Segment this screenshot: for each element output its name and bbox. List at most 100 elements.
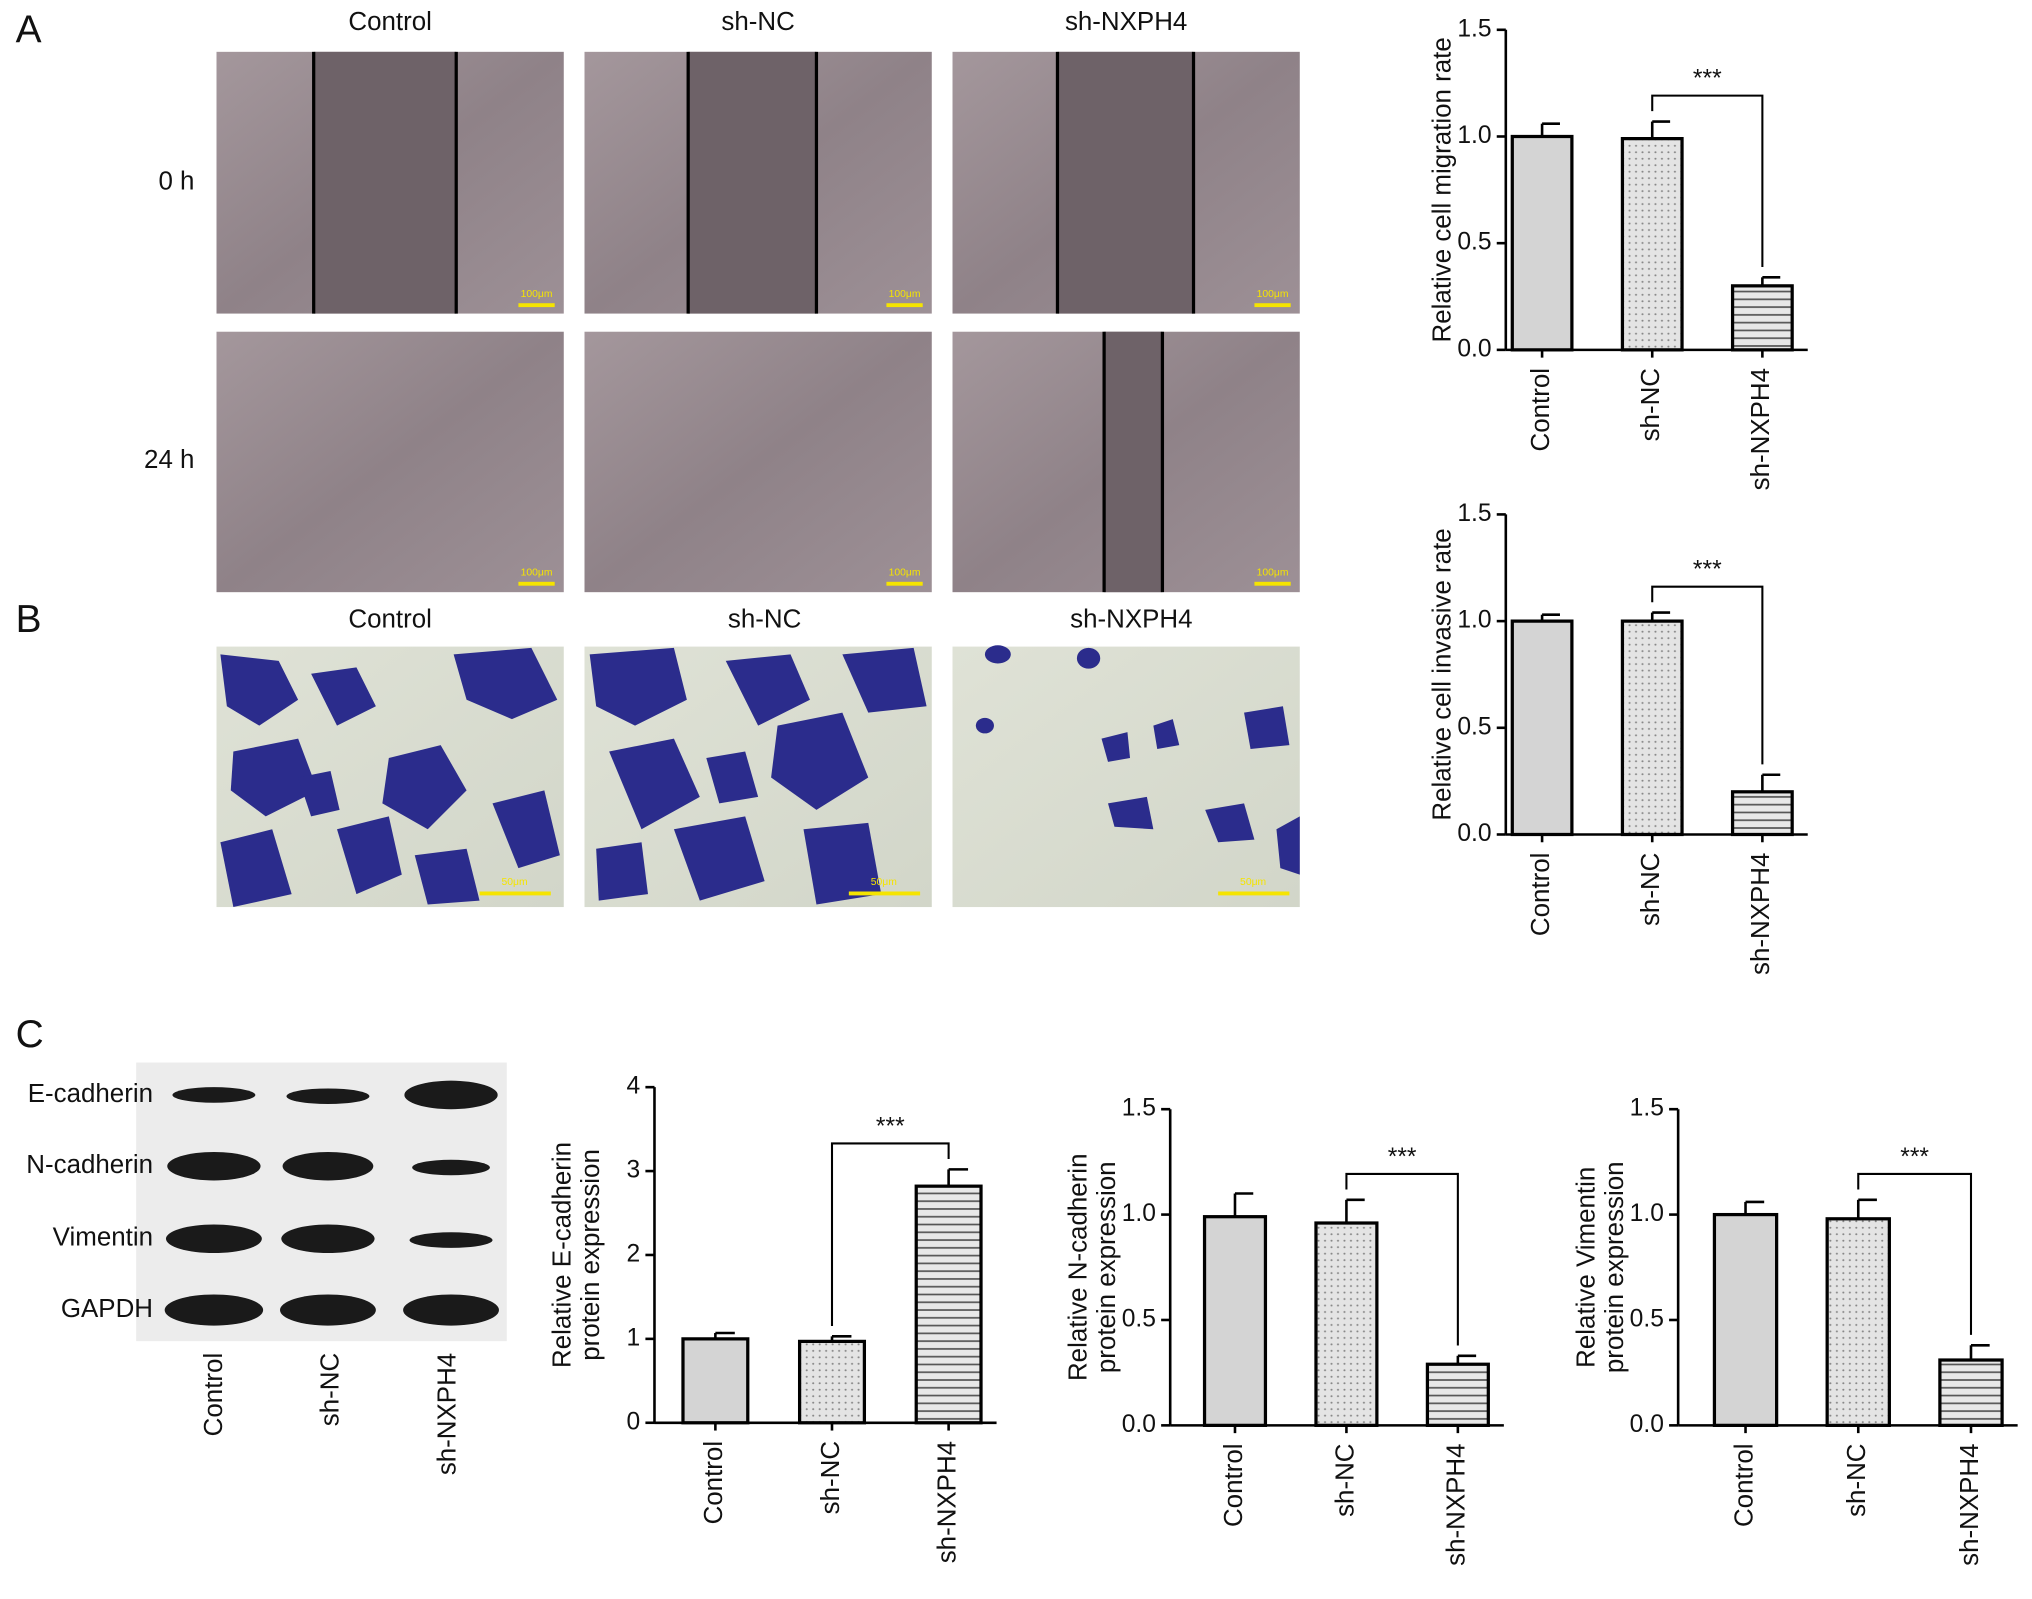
bands bbox=[164, 1080, 499, 1326]
significance-label: *** bbox=[1900, 1144, 1929, 1171]
bar-chart: 0.0 0.5 1.0 1.5 Relative N-cadherin protein e… bbox=[1064, 1095, 1504, 1566]
y-tick-label: 1 bbox=[627, 1324, 641, 1351]
x-tick-label: sh-NC bbox=[1637, 368, 1665, 441]
lane-label: sh-NXPH4 bbox=[433, 1353, 461, 1475]
panel-label: C bbox=[16, 1013, 44, 1056]
wound-healing-images: Control sh-NC sh-NXPH4 0 h 24 h 100μm 10… bbox=[144, 8, 1300, 593]
wound-area bbox=[1057, 51, 1194, 314]
scale-bar bbox=[886, 581, 923, 586]
y-tick-label: 0.0 bbox=[1122, 1411, 1156, 1438]
y-axis-label: Relative cell invasive rate bbox=[1428, 528, 1456, 820]
y-axis-label: Relative N-cadherin bbox=[1064, 1154, 1092, 1382]
scale-label: 100μm bbox=[1257, 567, 1289, 578]
micrograph bbox=[216, 331, 564, 593]
y-axis-label: protein expression bbox=[577, 1149, 605, 1361]
x-tick-label: sh-NXPH4 bbox=[933, 1441, 961, 1563]
y-tick-label: 0.0 bbox=[1630, 1411, 1664, 1438]
y-axis-label: Relative Vimentin bbox=[1572, 1167, 1600, 1368]
x-tick-label: sh-NC bbox=[1331, 1444, 1359, 1517]
row-label: 24 h bbox=[144, 446, 194, 474]
x-tick-label: sh-NC bbox=[817, 1441, 845, 1514]
y-axis-label: Relative cell migration rate bbox=[1428, 37, 1456, 342]
y-tick-label: 0.5 bbox=[1122, 1305, 1156, 1332]
bar-chart: 0.0 0.5 1.0 1.5 Relative Vimentin protein exp… bbox=[1572, 1095, 2018, 1566]
stained-cells bbox=[220, 647, 560, 908]
scale-bar bbox=[518, 581, 555, 586]
y-tick-label: 0.0 bbox=[1457, 335, 1491, 362]
western-blot: E-cadherin N-cadherin Vimentin GAPDH Con… bbox=[26, 1062, 507, 1475]
y-tick-label: 0.0 bbox=[1457, 820, 1491, 847]
x-tick-label: sh-NXPH4 bbox=[1956, 1444, 1984, 1566]
significance-bracket bbox=[1651, 94, 1764, 267]
bar bbox=[1620, 619, 1684, 837]
bar-chart: 0 1 2 3 4 Relative E-cadherin protein expressi… bbox=[549, 1073, 997, 1563]
protein-label: Vimentin bbox=[53, 1224, 153, 1252]
bar bbox=[1510, 134, 1574, 352]
scale-bar bbox=[886, 303, 923, 308]
significance-bracket bbox=[1345, 1172, 1459, 1346]
x-tick-label: sh-NC bbox=[1637, 853, 1665, 926]
y-tick-label: 0 bbox=[627, 1408, 641, 1435]
column-label: Control bbox=[348, 606, 432, 634]
bar bbox=[1730, 284, 1794, 352]
y-tick-label: 1.5 bbox=[1122, 1095, 1156, 1122]
bar bbox=[1825, 1217, 1891, 1427]
scale-label: 50μm bbox=[871, 877, 897, 888]
bar bbox=[914, 1184, 983, 1425]
y-tick-label: 4 bbox=[627, 1073, 641, 1100]
column-label: sh-NXPH4 bbox=[1070, 606, 1192, 634]
bar bbox=[1202, 1215, 1268, 1427]
y-axis-label: protein expression bbox=[1601, 1161, 1629, 1373]
panel-label: B bbox=[16, 598, 42, 641]
scale-label: 50μm bbox=[501, 877, 527, 888]
scale-bars: 100μm 100μm 100μm 100μm 100μm 100μm bbox=[518, 289, 1291, 586]
stained-cells bbox=[975, 645, 1300, 875]
scale-bar bbox=[1254, 303, 1291, 308]
x-tick-label: Control bbox=[1527, 853, 1555, 937]
scale-label: 100μm bbox=[1257, 289, 1289, 300]
y-axis-label: Relative E-cadherin bbox=[549, 1142, 577, 1368]
scale-label: 100μm bbox=[889, 567, 921, 578]
bar bbox=[1510, 619, 1574, 837]
column-label: sh-NC bbox=[721, 8, 794, 36]
y-tick-label: 0.5 bbox=[1457, 229, 1491, 256]
protein-label: GAPDH bbox=[61, 1295, 153, 1323]
y-tick-label: 1.5 bbox=[1457, 500, 1491, 527]
bar bbox=[1938, 1358, 2004, 1427]
significance-label: *** bbox=[876, 1113, 905, 1140]
micrograph bbox=[584, 331, 932, 593]
significance-bracket bbox=[1857, 1172, 1973, 1335]
lane-label: Control bbox=[200, 1353, 228, 1437]
column-label: Control bbox=[348, 8, 432, 36]
column-label: sh-NXPH4 bbox=[1065, 8, 1187, 36]
micrograph bbox=[952, 646, 1300, 908]
y-tick-label: 1.0 bbox=[1630, 1200, 1664, 1227]
bar bbox=[1712, 1212, 1779, 1427]
y-tick-label: 0.5 bbox=[1630, 1305, 1664, 1332]
x-tick-label: Control bbox=[1527, 368, 1555, 452]
bar bbox=[1314, 1221, 1379, 1427]
x-tick-label: sh-NXPH4 bbox=[1747, 853, 1775, 975]
significance-bracket bbox=[1651, 585, 1764, 765]
bar bbox=[681, 1337, 750, 1425]
significance-label: *** bbox=[1388, 1144, 1417, 1171]
panel-label: A bbox=[16, 9, 42, 52]
bar bbox=[797, 1339, 867, 1425]
y-tick-label: 1.0 bbox=[1122, 1200, 1156, 1227]
wound-area bbox=[313, 51, 457, 314]
significance-bracket bbox=[830, 1142, 950, 1326]
lane-label: sh-NC bbox=[317, 1353, 345, 1426]
significance-label: *** bbox=[1693, 557, 1722, 584]
bar bbox=[1620, 137, 1684, 352]
significance-label: *** bbox=[1693, 66, 1722, 93]
x-tick-label: Control bbox=[1730, 1444, 1758, 1528]
scale-label: 100μm bbox=[521, 567, 553, 578]
protein-label: N-cadherin bbox=[26, 1151, 153, 1179]
protein-label: E-cadherin bbox=[28, 1080, 153, 1108]
bar bbox=[1425, 1362, 1490, 1427]
row-label: 0 h bbox=[158, 168, 194, 196]
